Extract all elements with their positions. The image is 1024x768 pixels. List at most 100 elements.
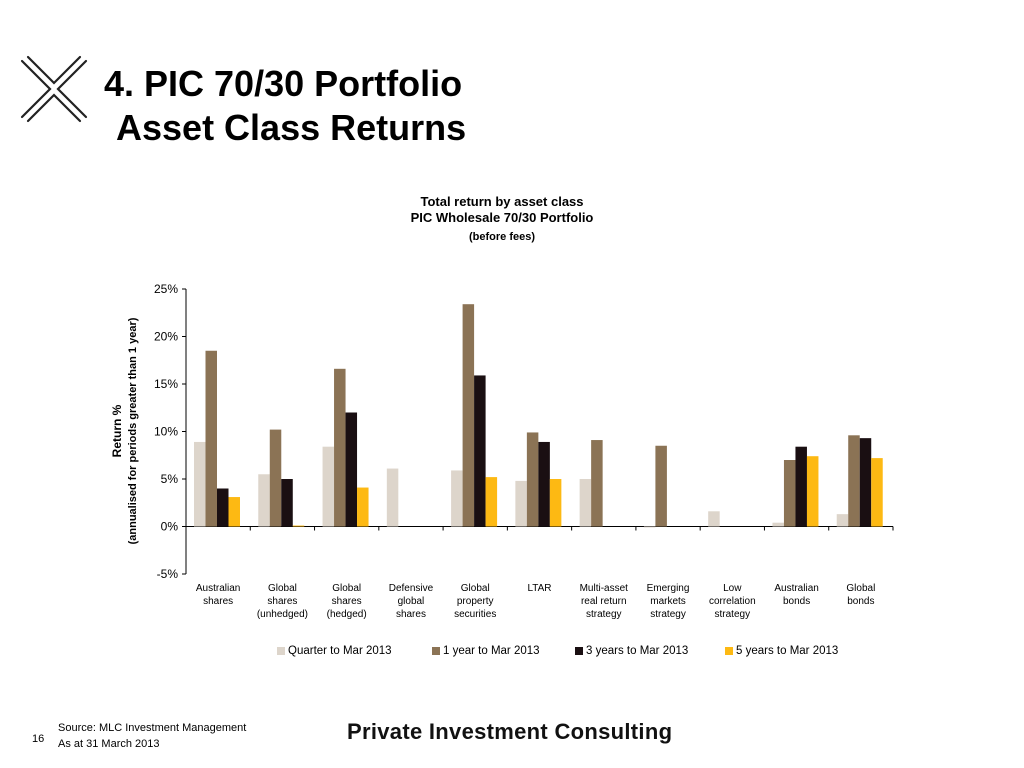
legend-label: Quarter to Mar 2013 [288,645,392,657]
bar [806,456,819,527]
chart-title: Total return by asset class [420,194,583,209]
bar [871,458,883,527]
bar [795,446,807,527]
bar [194,441,206,527]
legend-label: 5 years to Mar 2013 [736,645,839,657]
y-tick-label: 20% [154,330,178,344]
x-tick-label: correlation [709,596,756,607]
legend-item: 3 years to Mar 2013 [575,645,688,657]
legend-item: 5 years to Mar 2013 [725,645,838,657]
bar [526,432,539,527]
legend-swatch [277,647,285,655]
x-tick-label: Australian [774,583,818,594]
bar [772,522,784,527]
x-tick-label: Australian [196,583,240,594]
x-tick-label: strategy [586,609,622,620]
x-tick-label: shares [203,596,233,607]
bar [655,445,667,527]
bar [708,511,720,527]
legend-item: Quarter to Mar 2013 [277,645,392,657]
source-note: Source: MLC Investment Management As at … [58,720,246,752]
bar [485,477,498,527]
x-tick-label: Multi-asset [580,583,629,594]
x-tick-label: (hedged) [327,609,367,620]
y-tick-label: 25% [154,282,178,296]
x-tick-label: Emerging [647,583,690,594]
bar [322,446,335,527]
bar [258,474,270,527]
bar [292,525,305,527]
bar [269,429,282,527]
bar [643,526,656,528]
y-tick-label: -5% [157,567,179,581]
bar [345,412,358,527]
x-tick-label: shares [267,596,297,607]
x-tick-label: Global [268,583,297,594]
bar [579,479,592,527]
legend-swatch [575,647,583,655]
bar [848,435,860,527]
x-mark-logo-icon [20,55,88,123]
x-axis-labels: Australian shares Global shares (unhedged) Gl… [196,583,875,620]
bar [538,441,550,527]
x-tick-label: strategy [715,609,751,620]
x-tick-label: Defensive [389,583,434,594]
y-tick-label: 10% [154,425,178,439]
x-tick-label: bonds [847,596,874,607]
x-tick-label: strategy [650,609,686,620]
legend-swatch [432,647,440,655]
page-number: 16 [32,733,45,745]
bar [217,488,229,527]
bar [474,375,486,527]
bar [281,479,293,527]
bar [549,479,562,527]
bar [859,438,872,527]
as-at-text: As at 31 March 2013 [58,738,160,750]
bar [515,480,527,527]
bar-chart: Total return by asset class PIC Wholesal… [110,194,894,620]
x-tick-label: (unhedged) [257,609,308,620]
legend-swatch [725,647,733,655]
bar [783,460,796,527]
bar [591,440,603,527]
x-tick-label: property [457,596,494,607]
bar [228,497,240,527]
chart-subtitle: PIC Wholesale 70/30 Portfolio [411,210,594,225]
bar [386,468,399,527]
chart-subtitle-note: (before fees) [469,231,535,243]
x-tick-label: markets [650,596,686,607]
source-text: Source: MLC Investment Management [58,722,247,734]
x-tick-label: Global [846,583,875,594]
x-tick-label: Global [461,583,490,594]
bar [462,304,475,527]
y-tick-label: 5% [161,472,179,486]
page-title: 4. PIC 70/30 Portfolio Asset Class Retur… [104,62,466,150]
bar [357,487,369,527]
y-tick-label: 15% [154,377,178,391]
axes: -5% 0% 5% 10% 15% 20% 25% [154,282,894,581]
x-tick-label: real return [581,596,627,607]
bar [836,514,849,527]
x-tick-label: Low [723,583,742,594]
y-tick-label: 0% [161,520,179,534]
x-tick-label: LTAR [527,583,551,594]
x-tick-label: shares [332,596,362,607]
legend: Quarter to Mar 2013 1 year to Mar 2013 3 y… [0,645,1024,663]
legend-label: 3 years to Mar 2013 [586,645,689,657]
title-line-1: 4. PIC 70/30 Portfolio [104,63,463,104]
bars [194,304,883,528]
x-tick-label: global [398,596,425,607]
bar [334,368,346,527]
y-axis-label: Return % [110,404,124,457]
brand-wordmark: Private Investment Consulting [347,719,673,744]
legend-label: 1 year to Mar 2013 [443,645,540,657]
x-tick-label: shares [396,609,426,620]
y-axis-label-note: (annualised for periods greater than 1 y… [127,317,139,544]
x-tick-label: securities [454,609,496,620]
bar [451,470,463,527]
x-tick-label: Global [332,583,361,594]
x-tick-label: bonds [783,596,810,607]
bar [205,350,217,527]
title-line-2: Asset Class Returns [116,107,467,148]
legend-item: 1 year to Mar 2013 [432,645,540,657]
